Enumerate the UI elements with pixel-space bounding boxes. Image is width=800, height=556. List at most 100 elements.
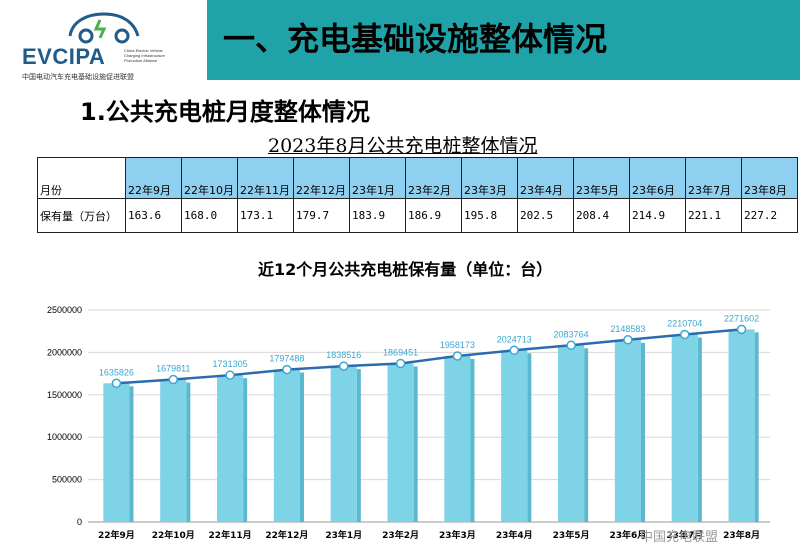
- bar-side: [356, 369, 361, 522]
- table-cell-month: 23年4月: [517, 157, 574, 199]
- table-cell-value: 208.4: [573, 198, 630, 233]
- bar-side: [413, 366, 418, 522]
- y-tick-label: 0: [77, 517, 82, 527]
- table-row-values: 保有量（万台） 163.6 168.0 173.1 179.7 183.9 18…: [37, 198, 798, 233]
- bar-side: [186, 382, 191, 522]
- logo-subtitle-cn: 中国电动汽车充电基础设施促进联盟: [22, 73, 134, 81]
- bar: [444, 355, 471, 522]
- bar-side: [243, 378, 248, 522]
- table-cell-month: 22年10月: [181, 157, 238, 199]
- bar-side: [584, 348, 589, 522]
- data-label: 1635826: [99, 367, 134, 377]
- x-tick-label: 23年3月: [439, 529, 476, 541]
- table-row-months: 月份 22年9月 22年10月 22年11月 22年12月 23年1月 23年2…: [37, 157, 798, 199]
- table-cell-month: 23年3月: [461, 157, 518, 199]
- evcipa-logo: EVCIPA China Electric Vehicle Charging I…: [8, 6, 198, 88]
- bar-side: [697, 337, 702, 522]
- data-label: 1869451: [383, 347, 418, 357]
- x-tick-label: 23年6月: [610, 529, 647, 541]
- bar-side: [640, 342, 645, 522]
- x-tick-label: 22年11月: [209, 529, 252, 541]
- y-tick-label: 1000000: [47, 432, 82, 442]
- section-title: 1.公共充电桩月度整体情况: [80, 98, 370, 126]
- data-point: [623, 335, 633, 345]
- table-cell-value: 214.9: [629, 198, 686, 233]
- data-point: [680, 329, 690, 340]
- data-label: 2271602: [724, 313, 759, 323]
- logo-subtitle-en: China Electric Vehicle Charging Infrastr…: [124, 48, 165, 63]
- bar: [330, 366, 357, 522]
- bar-line-chart: 0 500000 1000000 1500000 2000000 2500000 22年9月…: [47, 305, 770, 541]
- bar: [501, 350, 528, 522]
- data-point: [225, 370, 235, 380]
- bar: [387, 363, 414, 522]
- y-tick-label: 1500000: [47, 390, 82, 400]
- data-label: 1731305: [213, 359, 248, 369]
- table-cell-value: 186.9: [405, 198, 462, 233]
- table-header-month: 月份: [37, 157, 126, 199]
- bar: [273, 369, 300, 522]
- data-label: 2083764: [554, 329, 589, 339]
- x-tick-label: 23年4月: [496, 529, 533, 541]
- table-cell-month: 23年5月: [573, 157, 630, 199]
- table-cell-value: 202.5: [517, 198, 574, 233]
- data-label: 2210704: [667, 319, 702, 329]
- x-tick-label: 23年7月: [666, 529, 703, 541]
- bar: [728, 329, 755, 522]
- x-tick-label: 22年12月: [265, 529, 308, 541]
- title-banner: 一、充电基础设施整体情况: [207, 0, 800, 80]
- table-cell-month: 22年9月: [125, 157, 182, 199]
- data-label: 1797488: [269, 354, 304, 364]
- data-label: 1838516: [326, 350, 361, 360]
- table-cell-value: 173.1: [237, 198, 294, 233]
- data-label: 1679811: [156, 364, 190, 374]
- data-label: 2024713: [497, 334, 532, 344]
- x-tick-label: 23年8月: [723, 529, 760, 541]
- table-header-value: 保有量（万台）: [37, 198, 126, 233]
- bar-side: [754, 332, 759, 522]
- data-label: 2148583: [610, 324, 645, 334]
- electric-car-icon: [68, 12, 140, 44]
- logo-name: EVCIPA: [22, 44, 106, 69]
- bar-side: [299, 372, 304, 522]
- x-tick-label: 22年9月: [98, 529, 135, 541]
- y-tick-label: 2500000: [47, 305, 82, 315]
- y-tick-label: 2000000: [47, 347, 82, 357]
- x-tick-label: 23年5月: [553, 529, 590, 541]
- table-cell-value: 163.6: [125, 198, 182, 233]
- data-label: 1958173: [440, 340, 475, 350]
- bar: [103, 383, 130, 522]
- data-point: [566, 340, 576, 351]
- trend-line: [116, 328, 742, 385]
- bar-side: [129, 386, 134, 522]
- table-cell-month: 22年12月: [293, 157, 350, 199]
- table-cell-month: 23年1月: [349, 157, 406, 199]
- table-cell-value: 179.7: [293, 198, 350, 233]
- x-tick-label: 23年2月: [382, 529, 419, 541]
- bar: [671, 334, 698, 522]
- y-tick-label: 500000: [52, 475, 82, 485]
- data-point: [452, 351, 463, 361]
- bar: [614, 339, 641, 522]
- table-cell-value: 168.0: [181, 198, 238, 233]
- table-cell-value: 227.2: [741, 198, 798, 233]
- data-point: [395, 358, 406, 369]
- data-point: [282, 364, 292, 375]
- x-tick-label: 22年10月: [152, 529, 195, 541]
- table-cell-month: 22年11月: [237, 157, 294, 199]
- data-point: [168, 374, 178, 385]
- table-cell-month: 23年8月: [741, 157, 798, 199]
- table-cell-month: 23年2月: [405, 157, 462, 199]
- data-point: [339, 361, 349, 371]
- table-cell-value: 221.1: [685, 198, 742, 233]
- watermark: 中国充电联盟: [640, 530, 719, 545]
- table-cell-month: 23年7月: [685, 157, 742, 199]
- monthly-data-table: 月份 22年9月 22年10月 22年11月 22年12月 23年1月 23年2…: [37, 157, 798, 233]
- table-title: 2023年8月公共充电桩整体情况: [268, 135, 538, 157]
- bar: [160, 379, 187, 522]
- chart-title: 近12个月公共充电桩保有量（单位：台）: [258, 260, 553, 279]
- table-cell-value: 195.8: [461, 198, 518, 233]
- table-cell-month: 23年6月: [629, 157, 686, 199]
- data-point: [509, 345, 519, 356]
- bar: [217, 375, 244, 522]
